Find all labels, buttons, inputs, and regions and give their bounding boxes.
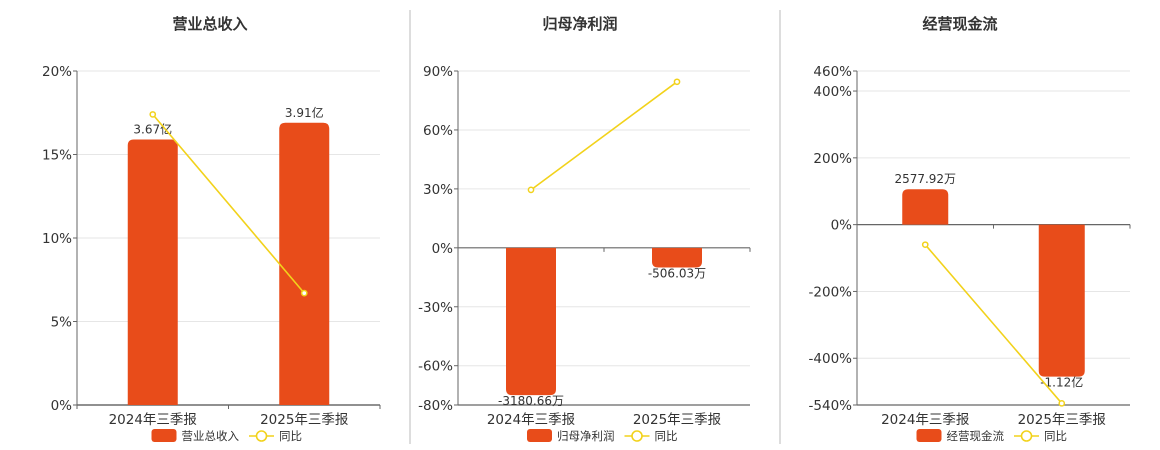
- chart3-legend-bar-swatch: [916, 429, 942, 442]
- chart1-xtick-label: 2025年三季报: [260, 412, 348, 428]
- chart3-legend-bar-label: 经营现金流: [947, 429, 1005, 443]
- chart3-title: 经营现金流: [922, 15, 997, 33]
- chart3-ytick-label: -200%: [809, 284, 853, 300]
- chart2-title: 归母净利润: [542, 15, 617, 33]
- chart3-xtick-label: 2024年三季报: [881, 412, 969, 428]
- chart3-ytick-label: 460%: [813, 64, 852, 80]
- chart3-yoy-point: [921, 241, 929, 249]
- chart3-ytick-label: -540%: [809, 398, 853, 414]
- chart2-ytick-label: 30%: [423, 182, 453, 198]
- chart2-bar-data-label: -3180.66万: [498, 394, 564, 408]
- chart2-bar-data-label: -506.03万: [648, 266, 706, 280]
- chart1-bar: [127, 139, 178, 405]
- chart2-yoy-line: [530, 81, 678, 191]
- chart2-ytick-label: -30%: [418, 300, 453, 316]
- chart3-xtick-label: 2025年三季报: [1018, 412, 1106, 428]
- chart3-ytick-label: 0%: [831, 218, 853, 234]
- chart1-legend-line-label: 同比: [279, 429, 302, 443]
- chart2-legend-line-label: 同比: [655, 429, 678, 443]
- chart2-bar: [652, 247, 702, 268]
- chart3-bar: [1038, 224, 1085, 377]
- chart3-bar-data-label: 2577.92万: [894, 172, 956, 186]
- chart2-ytick-label: 60%: [423, 123, 453, 139]
- chart1-ytick-label: 5%: [51, 315, 73, 331]
- chart1-ytick-label: 15%: [42, 148, 72, 164]
- chart2-ytick-label: -60%: [418, 359, 453, 375]
- chart2-xtick-label: 2024年三季报: [487, 412, 575, 428]
- chart1-title: 营业总收入: [172, 15, 247, 33]
- chart3-yoy-line: [924, 244, 1063, 404]
- chart1-ytick-label: 10%: [42, 231, 72, 247]
- chart2-bar: [506, 247, 556, 396]
- chart2-ytick-label: 0%: [432, 241, 454, 257]
- chart2-legend-bar-label: 归母净利润: [557, 429, 615, 443]
- chart3-ytick-label: 200%: [813, 151, 852, 167]
- chart3-legend-line-marker: [1020, 430, 1033, 442]
- chart1-xtick-label: 2024年三季报: [109, 412, 197, 428]
- chart1-bar: [279, 122, 330, 406]
- chart1-legend-bar-swatch: [151, 429, 177, 442]
- chart2-yoy-point: [527, 186, 535, 194]
- chart3-bar-data-label: -1.12亿: [1040, 375, 1083, 390]
- chart3-bar: [902, 189, 949, 225]
- chart1-ytick-label: 20%: [42, 64, 72, 80]
- chart1-yoy-point: [300, 289, 308, 297]
- chart3-legend-line-label: 同比: [1044, 429, 1067, 443]
- chart1-yoy-line: [152, 113, 305, 294]
- chart2-yoy-point: [673, 78, 681, 86]
- chart1-legend-line-marker: [255, 430, 268, 442]
- chart2-legend-bar-swatch: [527, 429, 552, 442]
- chart1-bar-data-label: 3.67亿: [133, 121, 172, 136]
- chart2-legend-line-marker: [631, 430, 643, 442]
- chart2-xtick-label: 2025年三季报: [633, 412, 721, 428]
- chart3-ytick-label: -400%: [809, 351, 853, 367]
- chart2-ytick-label: -80%: [418, 398, 453, 414]
- chart3-ytick-label: 400%: [813, 84, 852, 100]
- chart1-bar-data-label: 3.91亿: [285, 105, 324, 120]
- chart1-legend-bar-label: 营业总收入: [182, 429, 240, 443]
- chart3-yoy-point: [1058, 399, 1066, 407]
- chart1-yoy-point: [149, 111, 157, 118]
- chart1-ytick-label: 0%: [51, 398, 73, 414]
- chart2-ytick-label: 90%: [423, 64, 453, 80]
